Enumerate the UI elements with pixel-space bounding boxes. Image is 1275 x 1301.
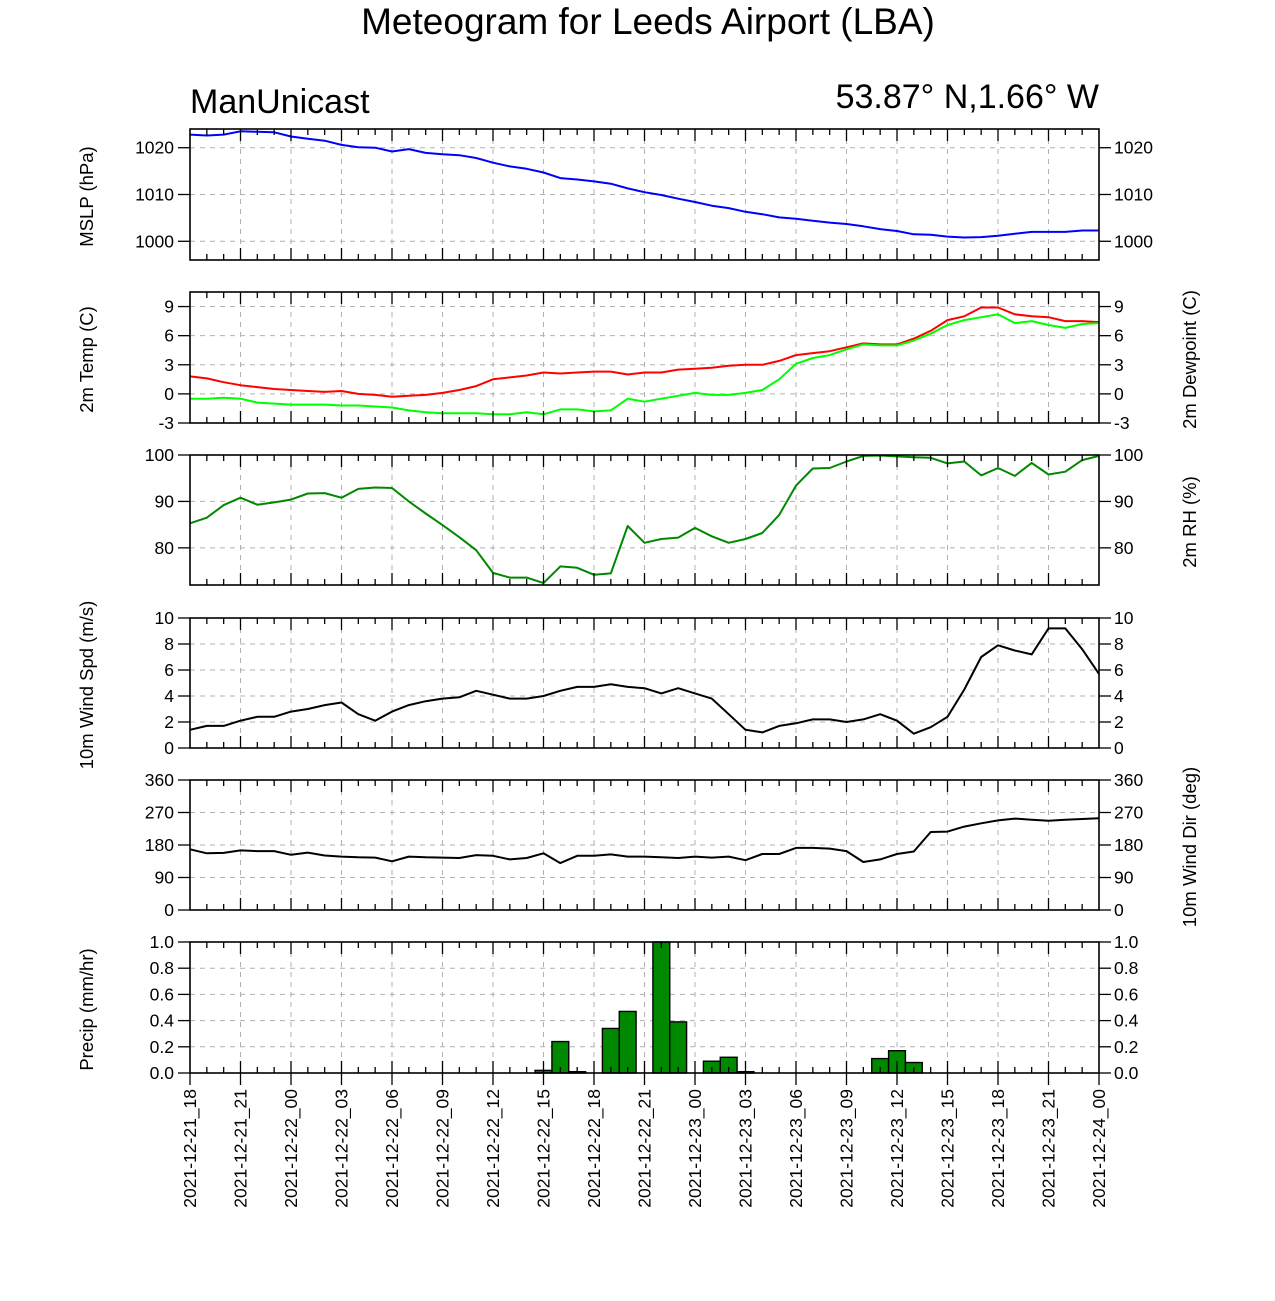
y-tick-label-left: 0.4: [150, 1011, 175, 1031]
y-tick-label-left: 90: [155, 491, 175, 511]
y-tick-label-left: 2: [164, 712, 174, 732]
y-tick-label-left: 0: [164, 900, 174, 920]
x-tick-label: 2021-12-23_12: [887, 1089, 908, 1208]
y-tick-label-left: 3: [164, 355, 174, 375]
y-tick-label-left: 6: [164, 326, 174, 346]
y-tick-label-right: 90: [1114, 491, 1134, 511]
y-tick-label-right: 80: [1114, 538, 1134, 558]
y-tick-label-left: 80: [155, 538, 175, 558]
precip-bar: [618, 1010, 637, 1074]
x-tick-label: 2021-12-23_21: [1039, 1089, 1060, 1208]
y-tick-label-left: 6: [164, 660, 174, 680]
temperature-line-0: [189, 306, 1100, 398]
y-tick-label-left: 1.0: [150, 932, 175, 952]
temperature-ylabel-left: 2m Temp (C): [76, 306, 97, 413]
y-tick-label-right: 360: [1114, 770, 1143, 790]
mslp-line-0: [189, 130, 1099, 239]
x-tick-label: 2021-12-23_03: [736, 1089, 757, 1208]
y-tick-label-right: 2: [1114, 712, 1124, 732]
wind_direction-line-0: [189, 817, 1100, 865]
y-tick-label-left: -3: [158, 413, 174, 433]
y-tick-label-left: 0.0: [150, 1063, 175, 1083]
y-tick-label-left: 10: [155, 608, 175, 628]
x-tick-label: 2021-12-23_18: [988, 1089, 1009, 1208]
y-tick-label-left: 1020: [135, 138, 174, 158]
y-tick-label-right: 0.8: [1114, 958, 1138, 978]
y-tick-label-left: 8: [164, 634, 174, 654]
y-tick-label-right: 180: [1114, 835, 1143, 855]
y-tick-label-right: -3: [1114, 413, 1130, 433]
x-tick-label: 2021-12-21_18: [180, 1089, 201, 1208]
y-tick-label-right: 8: [1114, 634, 1124, 654]
y-tick-label-left: 1000: [135, 231, 174, 251]
y-tick-label-left: 1010: [135, 185, 174, 205]
precipitation-ylabel-left: Precip (mm/hr): [76, 948, 97, 1070]
y-tick-label-left: 0: [164, 384, 174, 404]
y-tick-label-right: 4: [1114, 686, 1124, 706]
y-tick-label-left: 360: [145, 770, 174, 790]
x-tick-label: 2021-12-23_09: [837, 1089, 858, 1208]
y-tick-label-right: 1000: [1114, 231, 1153, 251]
wind_speed-ylabel-left: 10m Wind Spd (m/s): [76, 601, 97, 770]
temperature-ylabel-right: 2m Dewpoint (C): [1179, 290, 1200, 429]
x-tick-label: 2021-12-22_09: [433, 1089, 454, 1208]
temperature-line-1: [190, 313, 1100, 416]
model-label: ManUnicast: [190, 83, 370, 121]
precip-bar: [652, 941, 671, 1074]
y-tick-label-right: 0: [1114, 900, 1124, 920]
mslp-ylabel-left: MSLP (hPa): [76, 146, 97, 246]
location-label: 53.87° N,1.66° W: [836, 78, 1099, 116]
x-tick-label: 2021-12-23_06: [786, 1089, 807, 1208]
y-tick-label-right: 6: [1114, 660, 1124, 680]
y-tick-label-left: 270: [145, 803, 174, 823]
wind_speed-line-0: [189, 627, 1100, 735]
y-tick-label-right: 0.2: [1114, 1037, 1138, 1057]
y-tick-label-left: 0: [164, 738, 174, 758]
y-tick-label-left: 9: [164, 297, 174, 317]
y-tick-label-right: 0.6: [1114, 984, 1138, 1004]
y-tick-label-left: 0.6: [150, 984, 174, 1004]
x-tick-label: 2021-12-24_00: [1089, 1089, 1110, 1208]
y-tick-label-right: 0: [1114, 384, 1124, 404]
y-tick-label-right: 6: [1114, 326, 1124, 346]
x-tick-label: 2021-12-22_12: [483, 1089, 504, 1208]
x-tick-label: 2021-12-23_00: [685, 1089, 706, 1208]
y-tick-label-left: 0.2: [150, 1037, 174, 1057]
y-tick-label-right: 1.0: [1114, 932, 1139, 952]
chart-title: Meteogram for Leeds Airport (LBA): [361, 1, 935, 42]
wind_direction-ylabel-right: 10m Wind Dir (deg): [1179, 767, 1200, 927]
y-tick-label-right: 1010: [1114, 185, 1153, 205]
y-tick-label-right: 270: [1114, 803, 1143, 823]
y-tick-label-right: 0.0: [1114, 1063, 1139, 1083]
precip-bar: [669, 1021, 688, 1074]
y-tick-label-right: 10: [1114, 608, 1134, 628]
y-tick-label-right: 0.4: [1114, 1011, 1139, 1031]
x-tick-label: 2021-12-23_15: [938, 1089, 959, 1208]
x-tick-label: 2021-12-22_21: [635, 1089, 656, 1208]
y-tick-label-right: 9: [1114, 297, 1124, 317]
y-tick-label-right: 0: [1114, 738, 1124, 758]
y-tick-label-right: 100: [1114, 445, 1143, 465]
x-tick-label: 2021-12-22_15: [534, 1089, 555, 1208]
x-tick-label: 2021-12-22_00: [281, 1089, 302, 1208]
y-tick-label-left: 180: [145, 835, 174, 855]
y-tick-label-left: 100: [145, 445, 174, 465]
humidity-ylabel-right: 2m RH (%): [1179, 476, 1200, 567]
precip-bar: [601, 1027, 620, 1074]
y-tick-label-left: 0.8: [150, 958, 174, 978]
y-tick-label-left: 4: [164, 686, 174, 706]
y-tick-label-left: 90: [155, 868, 175, 888]
y-tick-label-right: 1020: [1114, 138, 1153, 158]
x-tick-label: 2021-12-22_06: [382, 1089, 403, 1208]
x-tick-label: 2021-12-22_03: [332, 1089, 353, 1208]
x-tick-label: 2021-12-22_18: [584, 1089, 605, 1208]
x-tick-label: 2021-12-21_21: [231, 1089, 252, 1208]
y-tick-label-right: 3: [1114, 355, 1124, 375]
y-tick-label-right: 90: [1114, 868, 1134, 888]
